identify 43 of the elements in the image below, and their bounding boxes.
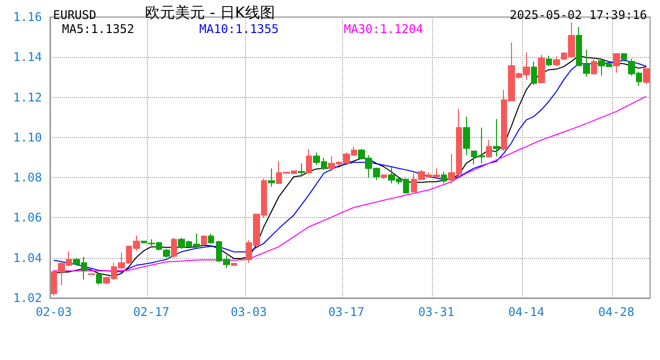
candlestick [171, 237, 177, 258]
text: MA5:1.1352 [62, 22, 134, 36]
candlestick [268, 168, 275, 188]
x-tick-label: 04-28 [598, 305, 634, 319]
line-series [53, 96, 647, 272]
candlestick [591, 56, 597, 76]
text: MA30:1.1204 [344, 22, 424, 36]
y-tick-label: 1.10 [13, 130, 42, 144]
candlestick [486, 140, 492, 158]
candlestick [546, 55, 552, 67]
x-tick-label: 04-14 [508, 305, 544, 319]
x-tick-label: 03-17 [328, 305, 364, 319]
y-tick-label: 1.02 [13, 291, 42, 305]
candlestick [306, 148, 312, 174]
y-tick-label: 1.12 [13, 90, 42, 104]
candlestick [201, 234, 207, 246]
text: MA10:1.1355 [199, 22, 279, 36]
y-tick-label: 1.16 [13, 10, 42, 24]
candlestick [298, 162, 305, 178]
annotation: 2025-05-02 17:39:16 [510, 8, 648, 22]
y-tick-label: 1.14 [13, 50, 42, 64]
candlestick [553, 56, 560, 67]
chart-title: 欧元美元 - 日K线图 [145, 4, 275, 22]
x-tick-label: 03-03 [230, 305, 267, 319]
candlestick [643, 68, 650, 84]
candlestick [621, 52, 627, 62]
candlestick [493, 118, 500, 157]
candlestick [538, 54, 545, 84]
candlestick [463, 116, 470, 156]
y-tick-label: 1.08 [13, 170, 42, 185]
y-tick-label: 1.06 [13, 210, 42, 225]
x-tick-label: 03-31 [418, 305, 454, 319]
candlestick [381, 174, 387, 180]
candlestick [441, 171, 447, 184]
candlestick [96, 273, 102, 286]
chart-subtitle: EURUSD [53, 8, 96, 22]
candlestick [231, 262, 237, 266]
x-tick-label: 02-03 [36, 305, 72, 319]
y-tick-label: 1.04 [13, 250, 42, 265]
candlestick [531, 60, 537, 86]
candlestick [208, 233, 214, 244]
candlestick [613, 52, 620, 74]
x-tick-label: 02-17 [133, 305, 170, 319]
